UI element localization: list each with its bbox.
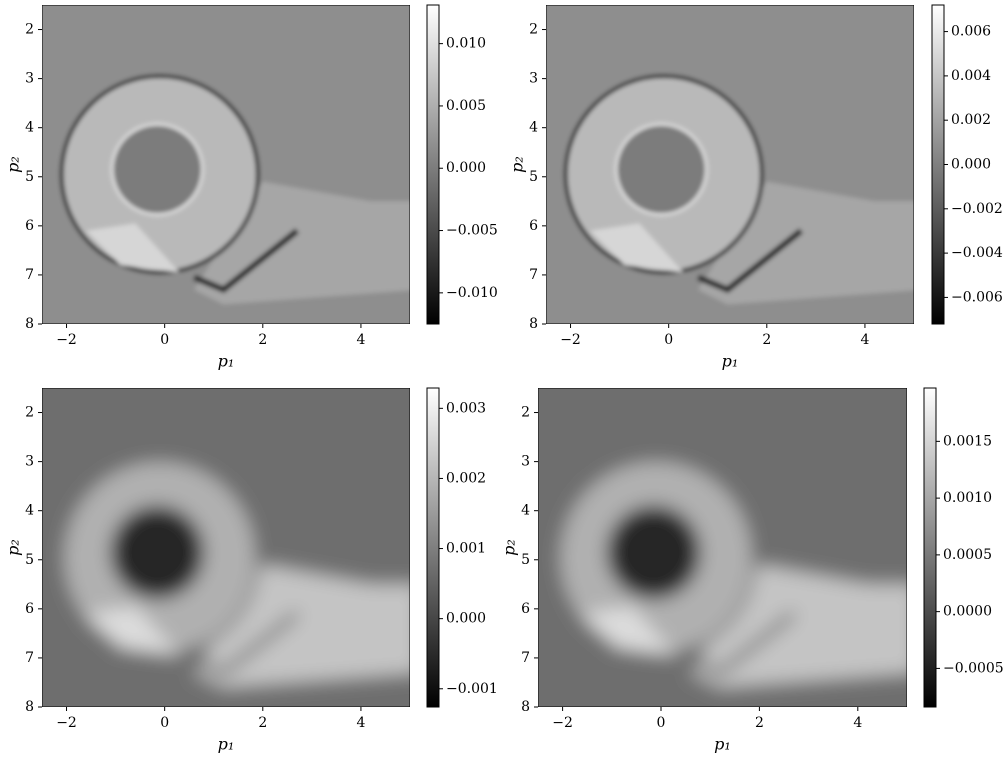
colorbar-tick-label: −0.002: [951, 201, 1003, 217]
y-axis-label: p₂: [508, 156, 527, 173]
y-axis-label: p₂: [500, 539, 519, 556]
colorbar: [427, 388, 439, 707]
y-tick-label: 2: [25, 405, 34, 421]
colorbar-tick-label: −0.010: [446, 285, 498, 301]
colorbar-tick-label: 0.004: [951, 68, 991, 84]
colorbar-tick-label: 0.006: [951, 24, 991, 40]
image-content: [516, 0, 944, 354]
colorbar-tick-label: 0.000: [446, 611, 486, 627]
colorbar-tick-label: 0.0010: [943, 490, 992, 506]
y-axis-label: p₂: [4, 539, 23, 556]
y-tick-label: 2: [529, 22, 538, 38]
colorbar-tick-label: 0.0015: [943, 433, 992, 449]
colorbar: [932, 5, 944, 324]
y-tick-label: 8: [521, 699, 530, 715]
x-tick-label: 0: [664, 332, 673, 348]
colorbar: [427, 5, 439, 324]
colorbar-tick-label: −0.004: [951, 245, 1003, 261]
x-tick-label: −2: [552, 715, 573, 731]
x-tick-label: 4: [356, 332, 365, 348]
y-tick-label: 6: [25, 218, 34, 234]
colorbar-tick-label: −0.001: [446, 681, 498, 697]
colorbar-tick-label: 0.000: [446, 160, 486, 176]
x-tick-label: 2: [258, 332, 267, 348]
colorbar-tick-label: 0.005: [446, 98, 486, 114]
y-tick-label: 7: [25, 267, 34, 283]
heatmap-image: [516, 0, 944, 354]
image-hole: [616, 124, 706, 214]
y-tick-label: 5: [25, 169, 34, 185]
colorbar-tick-label: −0.005: [446, 223, 498, 239]
x-tick-label: −2: [56, 715, 77, 731]
heatmap-image: [508, 358, 937, 737]
x-tick-label: 4: [356, 715, 365, 731]
x-tick-label: 2: [258, 715, 267, 731]
x-axis-label: p₁: [714, 735, 731, 754]
x-tick-label: −2: [560, 332, 581, 348]
y-tick-label: 5: [521, 552, 530, 568]
y-tick-label: 6: [521, 601, 530, 617]
figure: −2 0 2 4 2 3 4 5 6 7 8 p₁ p₂ 0.010 0.005 0.000 −0.005 −0.…: [0, 0, 1005, 760]
x-axis-label: p₁: [722, 352, 739, 371]
x-tick-label: 2: [755, 715, 764, 731]
x-tick-label: 4: [860, 332, 869, 348]
y-tick-label: 7: [25, 650, 34, 666]
image-content: [508, 358, 937, 737]
image-content: [12, 358, 440, 737]
colorbar-tick-label: 0.0005: [943, 547, 992, 563]
y-tick-label: 7: [529, 267, 538, 283]
x-tick-label: −2: [56, 332, 77, 348]
y-tick-label: 6: [25, 601, 34, 617]
y-tick-label: 3: [25, 454, 34, 470]
y-tick-label: 3: [529, 71, 538, 87]
x-axis-label: p₁: [218, 735, 235, 754]
colorbar-tick-label: 0.003: [446, 400, 486, 416]
heatmap-image: [12, 0, 440, 354]
colorbar-tick-label: 0.002: [446, 470, 486, 486]
colorbar-tick-label: 0.0000: [943, 604, 992, 620]
y-tick-label: 8: [25, 316, 34, 332]
y-tick-label: 2: [521, 405, 530, 421]
y-tick-label: 4: [25, 503, 34, 519]
image-hole: [112, 507, 202, 597]
x-tick-label: 2: [762, 332, 771, 348]
colorbar-tick-label: −0.006: [951, 289, 1003, 305]
y-tick-label: 8: [529, 316, 538, 332]
colorbar: [924, 388, 936, 707]
image-content: [12, 0, 440, 354]
y-tick-label: 7: [521, 650, 530, 666]
y-tick-label: 5: [25, 552, 34, 568]
x-tick-label: 0: [657, 715, 666, 731]
colorbar-tick-label: 0.001: [446, 541, 486, 557]
y-tick-label: 4: [521, 503, 530, 519]
y-tick-label: 6: [529, 218, 538, 234]
y-tick-label: 4: [25, 120, 34, 136]
y-axis-label: p₂: [4, 156, 23, 173]
y-tick-label: 8: [25, 699, 34, 715]
heatmap-image: [12, 358, 440, 737]
colorbar-tick-label: 0.002: [951, 112, 991, 128]
colorbar-tick-label: −0.0005: [943, 660, 1004, 676]
y-tick-label: 5: [529, 169, 538, 185]
y-tick-label: 3: [521, 454, 530, 470]
y-tick-label: 4: [529, 120, 538, 136]
image-hole: [112, 124, 202, 214]
image-hole: [608, 507, 699, 598]
colorbar-tick-label: 0.010: [446, 36, 486, 52]
x-tick-label: 0: [160, 332, 169, 348]
y-tick-label: 2: [25, 22, 34, 38]
x-tick-label: 0: [160, 715, 169, 731]
x-tick-label: 4: [853, 715, 862, 731]
colorbar-tick-label: 0.000: [951, 157, 991, 173]
y-tick-label: 3: [25, 71, 34, 87]
x-axis-label: p₁: [218, 352, 235, 371]
